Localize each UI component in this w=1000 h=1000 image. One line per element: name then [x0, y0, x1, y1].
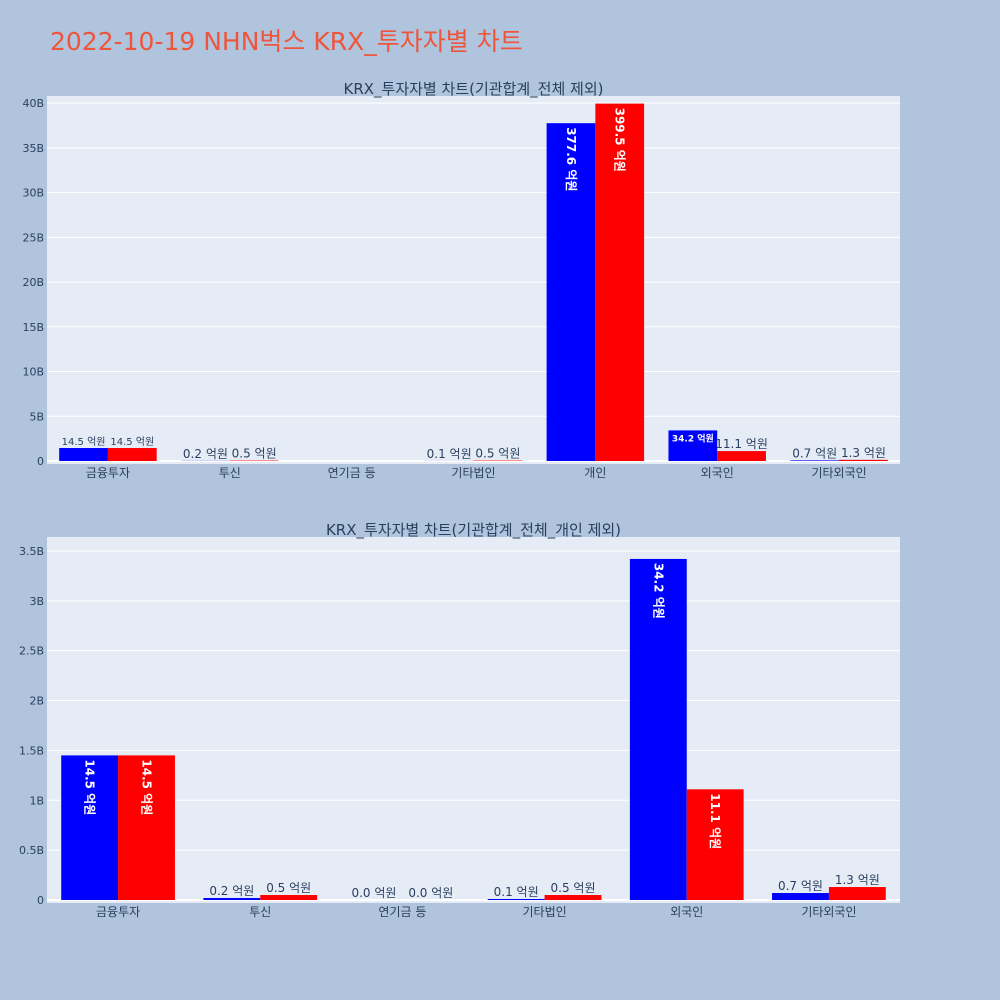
bar [118, 755, 175, 900]
data-label: 11.1 억원 [708, 793, 722, 849]
y-tick-label: 15B [22, 321, 44, 334]
plot-area [47, 96, 900, 464]
data-label: 0.0 억원 [408, 886, 453, 900]
y-tick-label: 25B [22, 231, 44, 244]
data-label: 0.2 억원 [183, 447, 228, 461]
bar [61, 755, 119, 900]
y-tick-label: 40B [22, 97, 44, 110]
data-label: 0.0 억원 [351, 886, 396, 900]
y-tick-label: 35B [22, 142, 44, 155]
data-label: 0.5 억원 [266, 881, 311, 895]
x-tick-label: 외국인 [701, 466, 734, 480]
plot-area [47, 537, 900, 903]
data-label: 1.3 억원 [841, 446, 886, 460]
y-tick-label: 1B [29, 794, 44, 807]
data-label: 0.5 억원 [475, 447, 520, 461]
y-tick-label: 2B [29, 695, 44, 708]
y-tick-label: 3.5B [19, 545, 44, 558]
data-label: 0.7 억원 [778, 879, 823, 893]
x-tick-label: 투신 [249, 905, 271, 919]
bar [686, 789, 744, 900]
x-tick-label: 개인 [584, 466, 606, 480]
data-label: 399.5 억원 [613, 108, 627, 172]
x-tick-label: 기타법인 [522, 905, 566, 919]
chart-1: KRX_투자자별 차트(기관합계_전체 제외) 0 5B 10B 15B 20B 25B 30… [22, 80, 900, 480]
y-tick-label: 3B [29, 595, 44, 608]
chart-2: KRX_투자자별 차트(기관합계_전체_개인 제외) 0 0.5B 1B 1.5B 2B 2… [19, 521, 900, 919]
bar [790, 460, 840, 461]
y-tick-label: 0 [37, 894, 44, 907]
data-label: 0.5 억원 [232, 447, 277, 461]
bar [772, 893, 829, 900]
bar [260, 895, 318, 900]
y-tick-label: 10B [22, 366, 44, 379]
y-tick-label: 5B [29, 410, 44, 423]
data-label: 1.3 억원 [835, 873, 880, 887]
y-tick-label: 20B [22, 276, 44, 289]
data-label: 34.2 억원 [672, 432, 714, 444]
bar [544, 895, 602, 900]
y-tick-label: 30B [22, 187, 44, 200]
x-tick-label: 연기금 등 [328, 466, 376, 480]
data-label: 14.5 억원 [110, 436, 154, 448]
bar [828, 887, 886, 900]
data-label: 14.5 억원 [140, 759, 154, 815]
y-tick-label: 2.5B [19, 645, 44, 658]
x-tick-label: 기타외국인 [801, 905, 856, 919]
x-tick-label: 금융투자 [96, 905, 140, 919]
chart-title: KRX_투자자별 차트(기관합계_전체 제외) [344, 80, 604, 99]
data-label: 11.1 억원 [715, 437, 768, 451]
data-label: 0.1 억원 [494, 885, 539, 899]
chart-title: KRX_투자자별 차트(기관합계_전체_개인 제외) [326, 521, 621, 540]
x-tick-label: 외국인 [670, 905, 703, 919]
data-label: 377.6 억원 [564, 127, 578, 191]
data-label: 14.5 억원 [62, 436, 106, 448]
data-label: 0.7 억원 [792, 446, 837, 460]
data-label: 0.1 억원 [427, 447, 472, 461]
x-tick-label: 기타법인 [451, 466, 495, 480]
bar [546, 123, 596, 461]
y-tick-label: 0 [37, 455, 44, 468]
data-label: 0.5 억원 [551, 881, 596, 895]
bar [203, 898, 261, 900]
bar [668, 430, 718, 461]
bar [595, 103, 645, 462]
data-label: 0.2 억원 [209, 884, 254, 898]
data-label: 34.2 억원 [651, 563, 665, 619]
bar [839, 459, 888, 461]
x-tick-label: 기타외국인 [811, 466, 866, 480]
bar [629, 558, 687, 900]
x-tick-label: 투신 [219, 466, 241, 480]
page-title: 2022-10-19 NHN벅스 KRX_투자자별 차트 [50, 27, 523, 56]
data-label: 14.5 억원 [83, 759, 97, 815]
bar [107, 448, 157, 461]
y-tick-label: 0.5B [19, 844, 44, 857]
bar [487, 899, 545, 900]
x-tick-label: 금융투자 [86, 466, 130, 480]
bar [717, 451, 766, 461]
x-tick-label: 연기금 등 [378, 905, 426, 919]
bar [59, 448, 108, 461]
y-tick-label: 1.5B [19, 744, 44, 757]
